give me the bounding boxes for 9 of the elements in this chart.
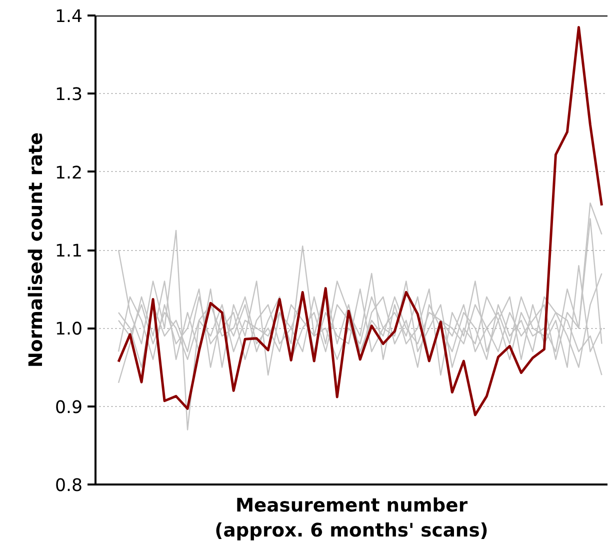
- y-tick-label: 1.3: [54, 85, 83, 106]
- y-tick-label: 0.9: [54, 398, 83, 418]
- y-tick-label: 1.4: [54, 7, 83, 27]
- y-axis-title: Normalised count rate: [26, 132, 47, 368]
- y-tick-label: 1.2: [54, 163, 83, 184]
- y-tick-label: 1.0: [54, 320, 83, 340]
- y-tick-label: 1.1: [54, 242, 83, 262]
- y-tick-label: 0.8: [54, 476, 83, 496]
- x-axis-title: Measurement number (approx. 6 months' scans): [214, 496, 488, 542]
